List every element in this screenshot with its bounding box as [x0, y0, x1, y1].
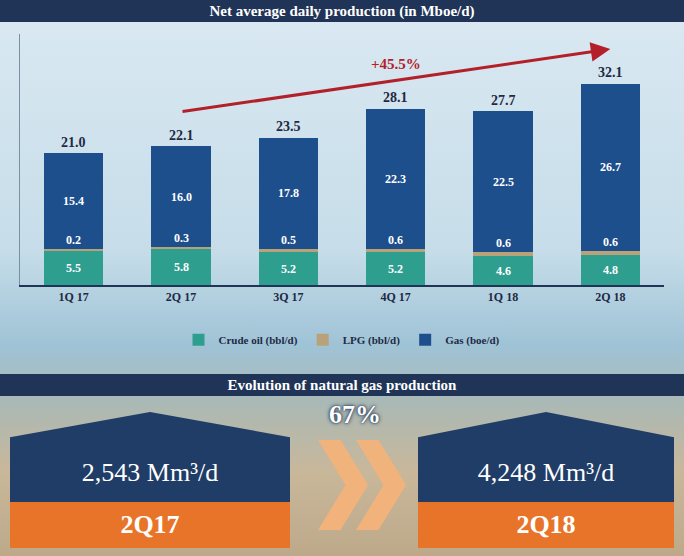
svg-text:0.6: 0.6	[388, 233, 403, 247]
svg-text:22.5: 22.5	[493, 175, 514, 189]
html-text:2Q18: 2Q18	[516, 510, 576, 539]
svg-text:0.3: 0.3	[174, 231, 189, 245]
svg-text:+45.5%: +45.5%	[371, 56, 421, 72]
svg-text:4Q 17: 4Q 17	[380, 290, 410, 304]
svg-text:22.3: 22.3	[385, 172, 406, 186]
svg-text:16.0: 16.0	[171, 190, 192, 204]
svg-text:5.5: 5.5	[66, 261, 81, 275]
svg-text:0.5: 0.5	[281, 233, 296, 247]
svg-text:22.1: 22.1	[169, 128, 194, 143]
svg-text:Gas (boe/d): Gas (boe/d)	[445, 334, 499, 347]
svg-text:0.2: 0.2	[66, 233, 81, 247]
svg-text:0.6: 0.6	[603, 235, 618, 249]
html-text:Evolution of natural gas produ: Evolution of natural gas production	[227, 377, 457, 393]
html-text:2,543 Mm³/d: 2,543 Mm³/d	[81, 458, 219, 487]
svg-text:28.1: 28.1	[383, 90, 408, 105]
html-text:4,248 Mm³/d: 4,248 Mm³/d	[477, 458, 615, 487]
svg-text:21.0: 21.0	[61, 135, 86, 150]
svg-text:1Q 18: 1Q 18	[488, 290, 518, 304]
svg-text:4.8: 4.8	[603, 263, 618, 277]
svg-text:5.8: 5.8	[174, 260, 189, 274]
svg-text:26.7: 26.7	[600, 160, 621, 174]
svg-text:2Q 17: 2Q 17	[166, 290, 196, 304]
svg-text:2Q 18: 2Q 18	[595, 290, 625, 304]
svg-text:3Q 17: 3Q 17	[273, 290, 303, 304]
svg-text:23.5: 23.5	[276, 119, 301, 134]
svg-text:0.6: 0.6	[496, 236, 511, 250]
html-text:2Q17: 2Q17	[120, 510, 180, 539]
svg-text:4.6: 4.6	[496, 264, 511, 278]
svg-text:1Q 17: 1Q 17	[58, 290, 88, 304]
svg-text:Crude oil (bbl/d): Crude oil (bbl/d)	[219, 334, 298, 347]
svg-text:5.2: 5.2	[281, 262, 296, 276]
html-text:67%: 67%	[329, 400, 381, 429]
html-text:Net average daily production (: Net average daily production (in Mboe/d)	[209, 3, 475, 19]
svg-text:LPG (bbl/d): LPG (bbl/d)	[343, 334, 400, 347]
svg-text:27.7: 27.7	[491, 93, 516, 108]
svg-text:5.2: 5.2	[388, 262, 403, 276]
svg-text:32.1: 32.1	[598, 65, 623, 80]
svg-text:17.8: 17.8	[278, 186, 299, 200]
svg-text:15.4: 15.4	[63, 194, 84, 208]
